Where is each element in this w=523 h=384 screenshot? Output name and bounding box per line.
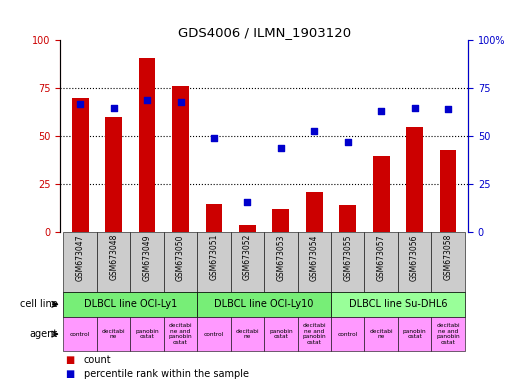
Point — [344, 139, 352, 145]
Point — [76, 101, 84, 107]
Text: GSM673054: GSM673054 — [310, 234, 319, 281]
Bar — [406, 127, 423, 232]
Text: control: control — [204, 331, 224, 337]
Bar — [339, 205, 356, 232]
Bar — [139, 58, 155, 232]
Text: panobin
ostat: panobin ostat — [403, 329, 426, 339]
Bar — [97, 232, 130, 292]
Point — [411, 104, 419, 111]
Bar — [440, 150, 457, 232]
Point — [210, 135, 218, 141]
Bar — [105, 117, 122, 232]
Bar — [431, 317, 465, 351]
Text: DLBCL line OCI-Ly1: DLBCL line OCI-Ly1 — [84, 299, 177, 310]
Text: panobin
ostat: panobin ostat — [269, 329, 293, 339]
Bar — [331, 292, 465, 317]
Bar — [331, 317, 365, 351]
Bar — [373, 156, 390, 232]
Bar — [206, 204, 222, 232]
Bar — [63, 317, 97, 351]
Bar — [231, 317, 264, 351]
Text: GSM673047: GSM673047 — [76, 234, 85, 281]
Bar — [130, 232, 164, 292]
Bar — [398, 232, 431, 292]
Text: DLBCL line Su-DHL6: DLBCL line Su-DHL6 — [349, 299, 447, 310]
Text: decitabi
ne and
panobin
ostat: decitabi ne and panobin ostat — [169, 323, 192, 345]
Bar — [197, 317, 231, 351]
Bar — [231, 232, 264, 292]
Bar — [365, 317, 398, 351]
Point — [143, 97, 151, 103]
Bar — [264, 317, 298, 351]
Bar — [431, 232, 465, 292]
Text: decitabi
ne: decitabi ne — [235, 329, 259, 339]
Bar — [72, 98, 88, 232]
Text: ■: ■ — [65, 369, 75, 379]
Bar — [164, 317, 197, 351]
Text: cell line: cell line — [20, 299, 58, 310]
Text: control: control — [337, 331, 358, 337]
Point — [310, 127, 319, 134]
Bar — [365, 232, 398, 292]
Title: GDS4006 / ILMN_1903120: GDS4006 / ILMN_1903120 — [177, 26, 351, 39]
Bar — [172, 86, 189, 232]
Text: GSM673058: GSM673058 — [444, 234, 452, 280]
Bar — [398, 317, 431, 351]
Bar — [239, 225, 256, 232]
Text: decitabi
ne and
panobin
ostat: decitabi ne and panobin ostat — [436, 323, 460, 345]
Text: decitabi
ne: decitabi ne — [102, 329, 126, 339]
Text: GSM673049: GSM673049 — [143, 234, 152, 281]
Text: decitabi
ne: decitabi ne — [369, 329, 393, 339]
Text: count: count — [84, 356, 111, 366]
Bar — [197, 232, 231, 292]
Text: GSM673051: GSM673051 — [209, 234, 219, 280]
Text: GSM673048: GSM673048 — [109, 234, 118, 280]
Text: percentile rank within the sample: percentile rank within the sample — [84, 369, 248, 379]
Bar — [272, 209, 289, 232]
Text: control: control — [70, 331, 90, 337]
Text: GSM673056: GSM673056 — [410, 234, 419, 281]
Text: GSM673057: GSM673057 — [377, 234, 385, 281]
Bar — [264, 232, 298, 292]
Text: GSM673053: GSM673053 — [276, 234, 286, 281]
Point — [377, 108, 385, 114]
Point — [176, 99, 185, 105]
Text: ■: ■ — [65, 356, 75, 366]
Point — [277, 145, 285, 151]
Text: GSM673052: GSM673052 — [243, 234, 252, 280]
Bar — [331, 232, 365, 292]
Text: panobin
ostat: panobin ostat — [135, 329, 159, 339]
Point — [243, 199, 252, 205]
Bar — [63, 292, 197, 317]
Bar — [63, 232, 97, 292]
Text: DLBCL line OCI-Ly10: DLBCL line OCI-Ly10 — [214, 299, 314, 310]
Text: decitabi
ne and
panobin
ostat: decitabi ne and panobin ostat — [302, 323, 326, 345]
Bar — [298, 232, 331, 292]
Text: GSM673055: GSM673055 — [343, 234, 352, 281]
Bar — [130, 317, 164, 351]
Point — [444, 106, 452, 113]
Bar — [164, 232, 197, 292]
Point — [109, 104, 118, 111]
Bar — [298, 317, 331, 351]
Bar — [197, 292, 331, 317]
Bar — [97, 317, 130, 351]
Text: agent: agent — [29, 329, 58, 339]
Bar — [306, 192, 323, 232]
Text: GSM673050: GSM673050 — [176, 234, 185, 281]
